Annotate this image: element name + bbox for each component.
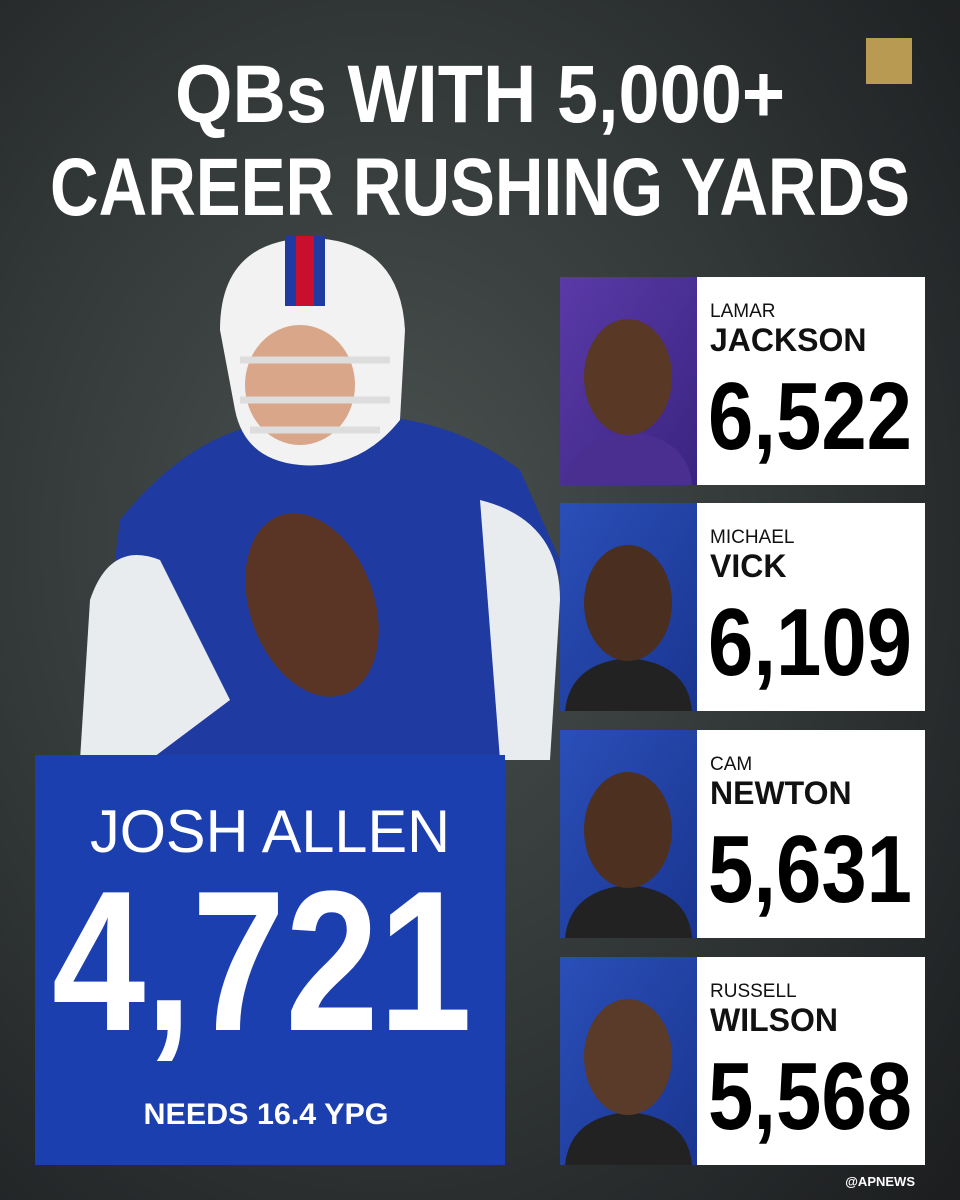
player-yards: 6,522 [708,363,912,470]
player-first-name: CAM [710,754,752,775]
player-first-name: RUSSELL [710,981,797,1002]
footer-handle: @APNEWS [845,1174,915,1189]
player-last-name: WILSON [710,1002,838,1038]
player-shoulders [565,1112,692,1165]
player-yards: 6,109 [708,589,912,696]
player-last-name: JACKSON [710,322,866,358]
player-yards: 5,568 [708,1043,912,1150]
sponsor-logo [866,38,912,84]
player-panel [697,503,925,711]
player-last-name: VICK [710,548,786,584]
featured-note: NEEDS 16.4 YPG [144,1098,389,1131]
player-panel [697,277,925,485]
featured-panel [35,755,505,1165]
title-line: QBs WITH 5,000+ [175,49,785,140]
player-panel [697,730,925,938]
player-head [584,545,672,661]
player-shoulders [565,658,692,711]
player-head [584,772,672,888]
title-line: CAREER RUSHING YARDS [50,142,910,233]
player-figure [80,236,560,760]
player-yards: 5,631 [708,816,912,923]
featured-yards: 4,721 [52,850,472,1073]
player-last-name: NEWTON [710,775,852,811]
player-panel [697,957,925,1165]
player-head [584,999,672,1115]
player-first-name: LAMAR [710,301,775,322]
player-shoulders [565,432,692,485]
player-shoulders [565,885,692,938]
player-first-name: MICHAEL [710,527,794,548]
player-head [584,319,672,435]
featured-name: JOSH ALLEN [90,798,450,865]
